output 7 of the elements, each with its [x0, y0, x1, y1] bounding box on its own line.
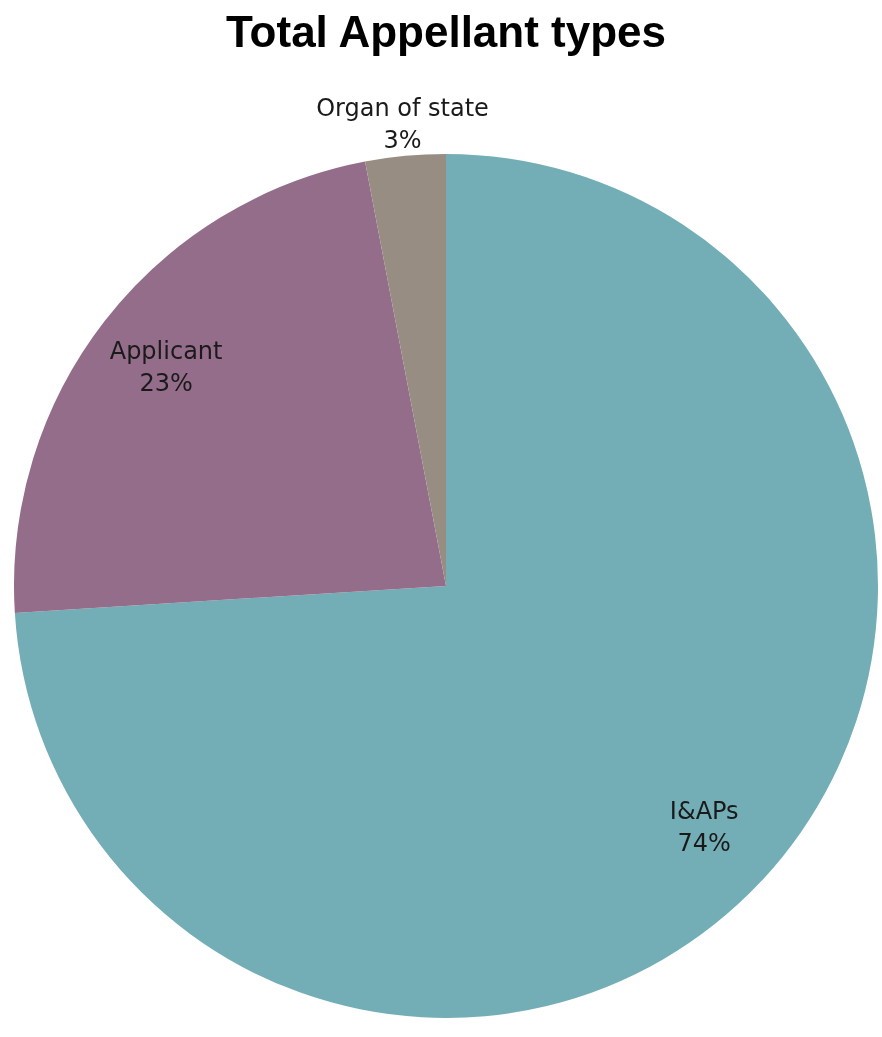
data-label: 74%: [677, 828, 731, 857]
data-label: 23%: [139, 369, 193, 398]
slice-label: Organ of state: [316, 93, 489, 122]
chart-title: Total Appellant types: [225, 6, 667, 56]
data-label: 3%: [383, 125, 422, 154]
slice-label: I&APs: [669, 796, 739, 825]
slice-label: Applicant: [109, 337, 223, 366]
